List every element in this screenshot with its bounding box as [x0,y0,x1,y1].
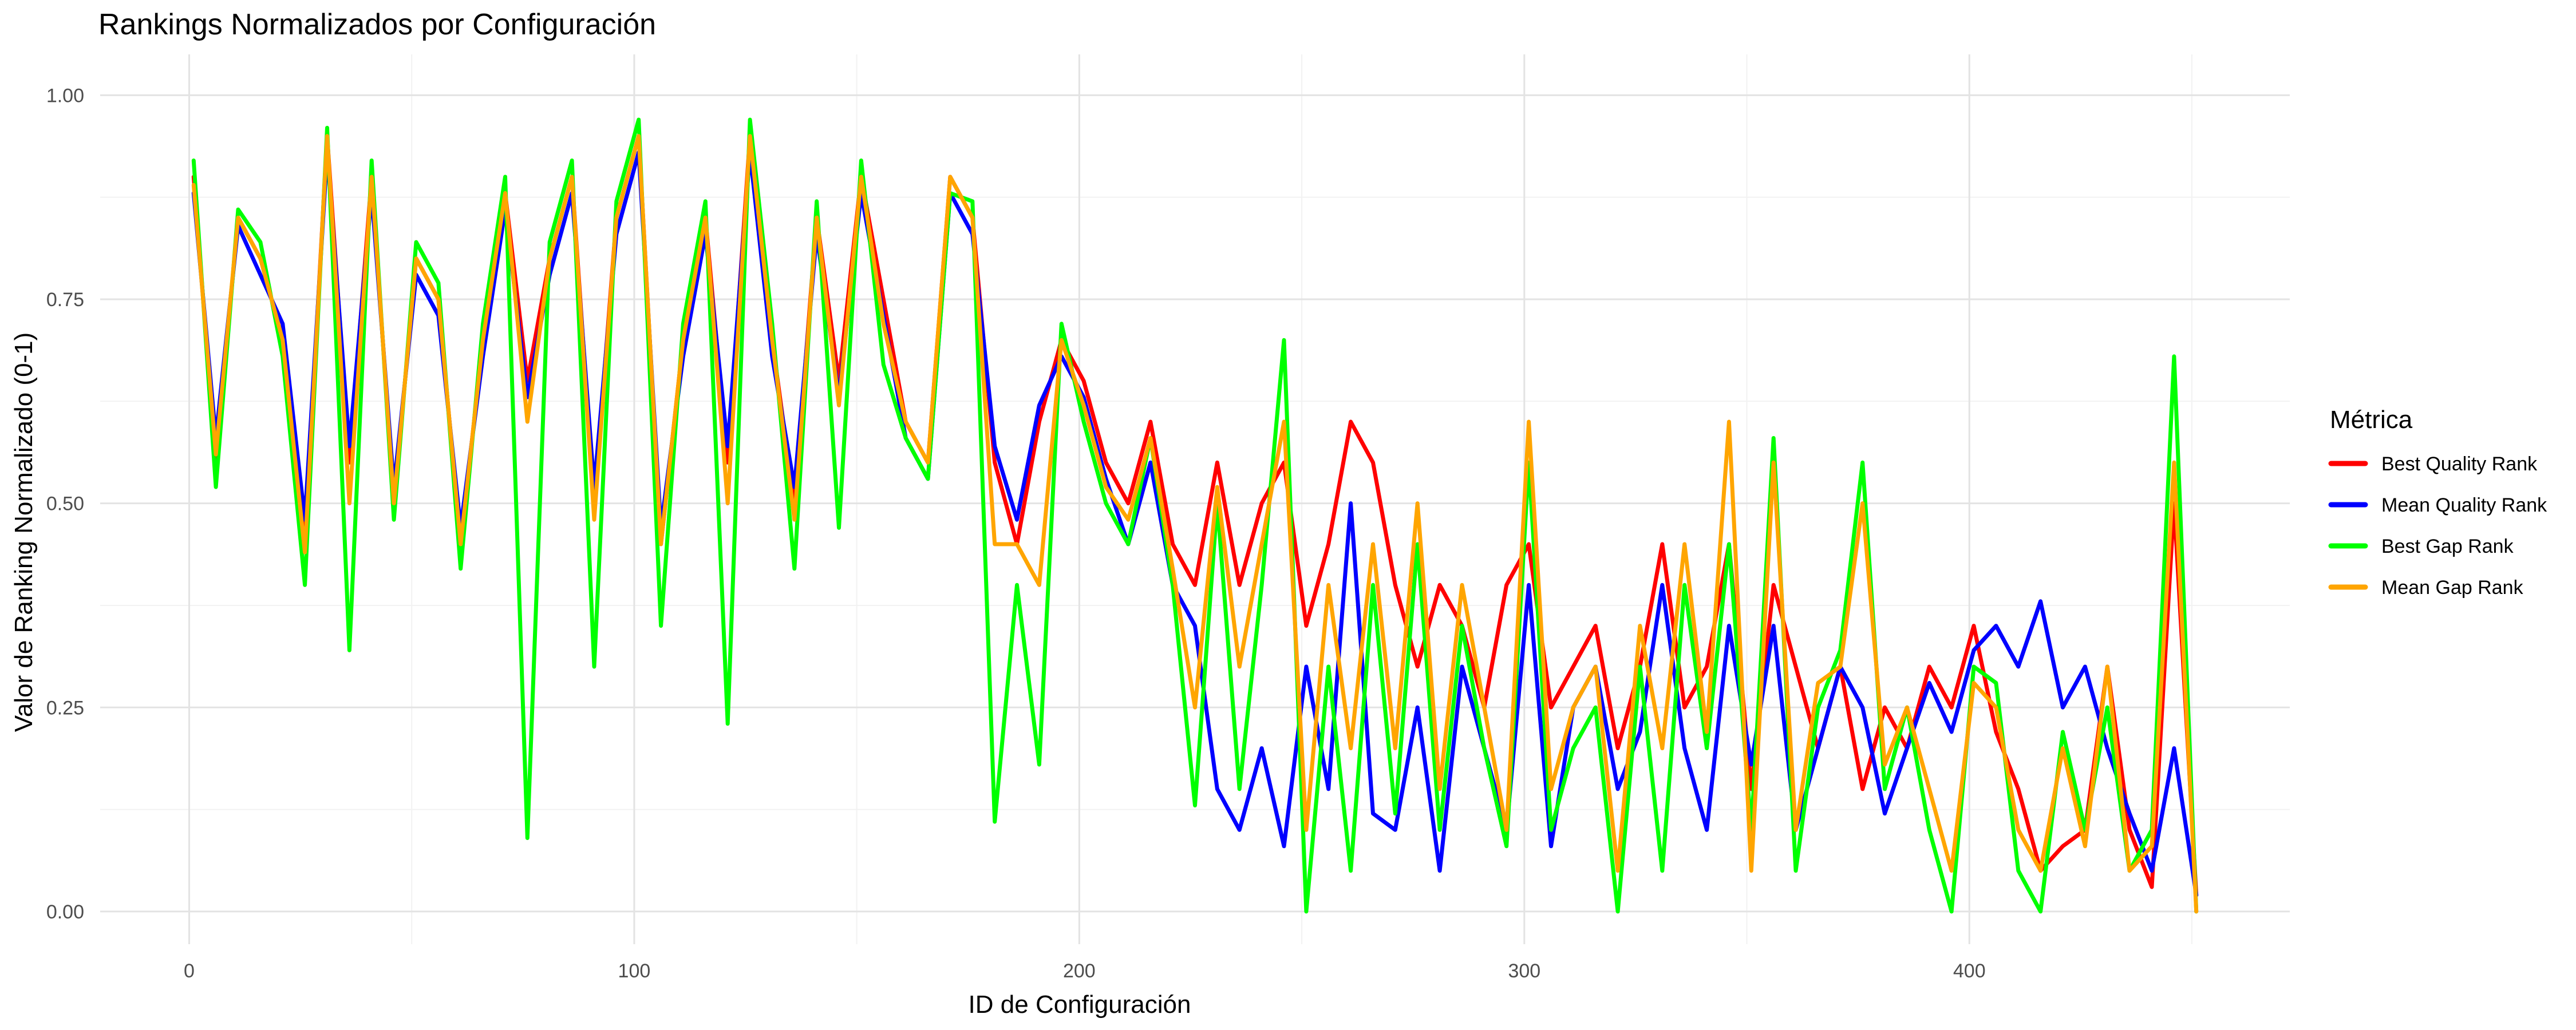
chart-title: Rankings Normalizados por Configuración [98,8,656,41]
y-tick-label: 0.25 [46,697,84,719]
legend-label: Best Quality Rank [2381,453,2538,475]
x-tick-label: 400 [1953,960,1986,982]
x-axis-title: ID de Configuración [969,991,1191,1019]
y-tick-label: 0.75 [46,289,84,311]
x-tick-label: 0 [184,960,195,982]
legend-label: Best Gap Rank [2381,536,2514,557]
series-line-best-gap-rank [191,117,2199,914]
x-tick-label: 100 [618,960,651,982]
y-tick-label: 0.00 [46,901,84,923]
y-tick-label: 1.00 [46,85,84,106]
legend-title: Métrica [2330,406,2413,434]
tick-layer: 0.00 0.25 0.50 0.75 1.00 0 100 200 300 400 [46,85,1986,982]
legend-label: Mean Gap Rank [2381,577,2524,599]
y-axis-title: Valor de Ranking Normalizado (0-1) [10,332,38,732]
y-tick-label: 0.50 [46,493,84,515]
series-line-mean-gap-rank [191,134,2199,914]
legend: Métrica Best Quality Rank Mean Quality Ra… [2328,406,2547,599]
series-layer [191,117,2199,914]
series-line-mean-quality-rank [191,150,2199,897]
x-tick-label: 200 [1063,960,1096,982]
legend-items: Best Quality Rank Mean Quality Rank Best G… [2328,453,2547,599]
legend-label: Mean Quality Rank [2381,494,2547,516]
x-tick-label: 300 [1508,960,1540,982]
